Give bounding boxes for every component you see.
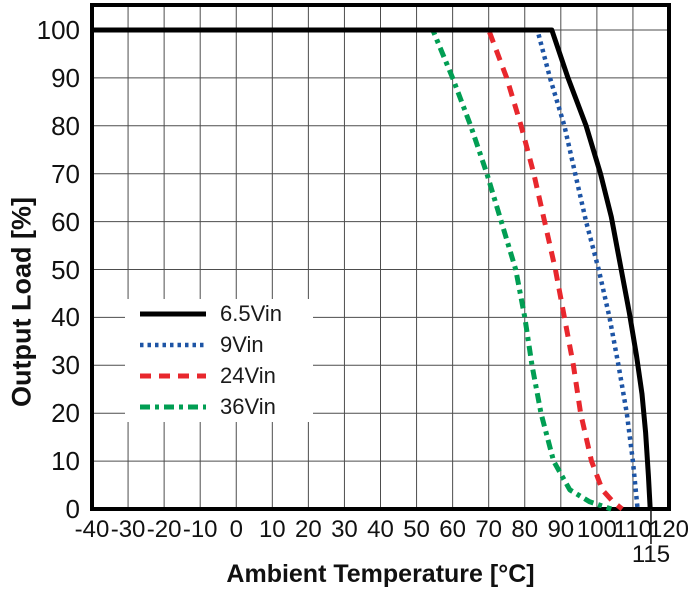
y-tick-label: 60 xyxy=(51,206,80,237)
y-tick-label: 40 xyxy=(51,302,80,333)
y-tick-label: 50 xyxy=(51,254,80,285)
x-tick-label: 100 xyxy=(576,516,617,543)
x-tick-label: -40 xyxy=(74,516,110,543)
x-tick-label: -10 xyxy=(182,516,218,543)
legend-label: 6.5Vin xyxy=(220,301,282,326)
x-tick-label: 60 xyxy=(439,516,466,543)
x-tick-label: 80 xyxy=(511,516,539,543)
legend-label: 9Vin xyxy=(220,332,264,357)
x-tick-label: 10 xyxy=(258,516,286,543)
x-tick-label: 110 xyxy=(613,516,653,543)
legend-item-36vin: 36Vin xyxy=(125,394,313,420)
legend-label: 36Vin xyxy=(220,394,276,419)
x-tick-label: 20 xyxy=(295,516,322,543)
x-tick-label: 30 xyxy=(331,516,358,543)
x-tick-label: 50 xyxy=(403,516,430,543)
y-tick-label: 0 xyxy=(65,494,80,524)
legend-line-dashed-icon xyxy=(140,373,206,379)
y-tick-label: 100 xyxy=(36,15,80,45)
legend: 6.5Vin 9Vin 24Vin 36Vin xyxy=(125,299,313,422)
legend-line-dotted-icon xyxy=(140,342,206,348)
legend-item-6-5vin: 6.5Vin xyxy=(125,301,313,327)
x-tick-label: -30 xyxy=(110,516,146,543)
y-tick-label: 10 xyxy=(51,446,80,477)
x-axis-title: Ambient Temperature [°C] xyxy=(226,560,535,588)
y-tick-label: 80 xyxy=(51,110,80,141)
plot-frame xyxy=(90,3,671,511)
x-tick-label: 120 xyxy=(648,516,690,543)
x-tick-label: 90 xyxy=(547,516,575,543)
x-tick-label: 0 xyxy=(229,516,243,543)
curve-36Vin xyxy=(92,27,613,512)
y-tick-label: 20 xyxy=(51,398,80,429)
legend-line-solid-icon xyxy=(140,311,206,317)
legend-label: 24Vin xyxy=(220,363,276,388)
legend-line-dashdot-icon xyxy=(140,404,206,410)
legend-item-9vin: 9Vin xyxy=(125,332,313,358)
y-tick-label: 70 xyxy=(51,158,80,189)
y-tick-label: 90 xyxy=(51,62,80,93)
x-tick-label: 40 xyxy=(367,516,394,543)
x-tick-label: -20 xyxy=(146,516,182,543)
y-tick-label: 30 xyxy=(51,350,80,381)
x-tick-label-115: 115 xyxy=(631,541,671,568)
curve-6.5Vin xyxy=(92,27,653,510)
legend-item-24vin: 24Vin xyxy=(125,363,313,389)
x-tick-label: 70 xyxy=(475,516,503,543)
curve-24Vin xyxy=(92,27,624,511)
curve-9Vin xyxy=(92,27,640,510)
